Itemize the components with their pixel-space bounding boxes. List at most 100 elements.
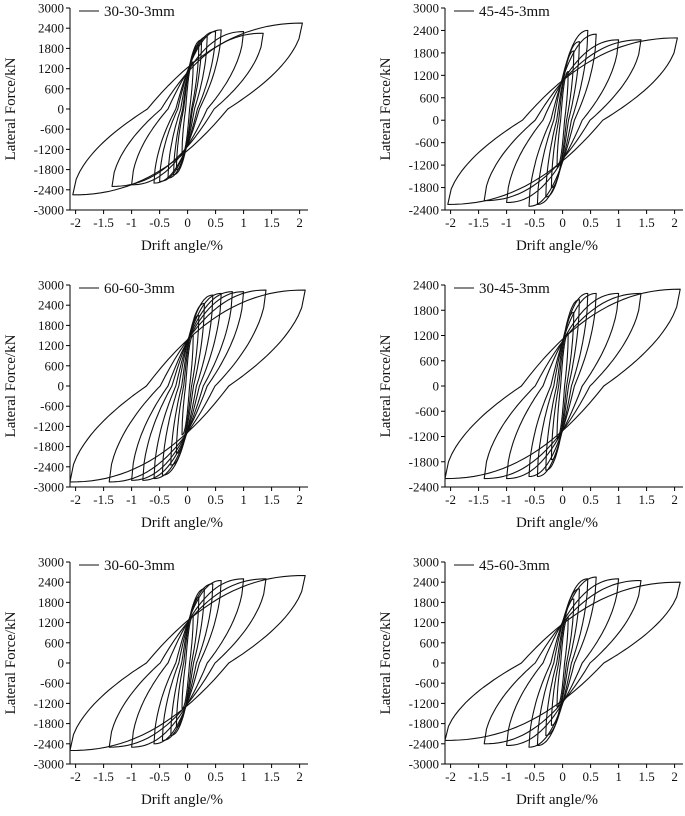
y-tick-label: -1200 — [34, 696, 64, 711]
x-tick-label: -1.5 — [468, 492, 489, 507]
hysteresis-loop — [175, 596, 200, 728]
x-tick-label: 1 — [615, 215, 622, 230]
hysteresis-loop — [72, 22, 303, 196]
hysteresis-loop — [159, 31, 217, 182]
hysteresis-loop — [506, 578, 620, 747]
chart-panel-5: 3000 2400 1800 1200 600 0 -600 -1200 -1800 -2400 -… — [3, 555, 308, 808]
y-tick-label: -3000 — [34, 203, 64, 218]
x-tick-label: -2 — [70, 769, 81, 784]
y-tick-label: 3000 — [413, 555, 439, 570]
y-tick-label: -3000 — [34, 757, 64, 772]
y-tick-label: 0 — [433, 379, 440, 394]
hysteresis-loop — [445, 581, 681, 741]
y-tick-label: -600 — [415, 676, 439, 691]
y-tick-label: -600 — [40, 399, 64, 414]
y-tick-label: 2400 — [413, 23, 439, 38]
x-tick-label: -2 — [70, 492, 81, 507]
hysteresis-series — [70, 289, 306, 483]
y-tick-label: 3000 — [413, 1, 439, 16]
x-tick-label: 2 — [671, 215, 678, 230]
x-axis-title: Drift angle/% — [516, 515, 598, 531]
x-tick-label: 0 — [184, 215, 191, 230]
x-tick-label: -1.5 — [468, 215, 489, 230]
y-axis-title: Lateral Force/kN — [378, 57, 394, 160]
hysteresis-series — [445, 288, 681, 480]
y-tick-label: 600 — [45, 81, 65, 96]
x-tick-label: -2 — [445, 492, 456, 507]
chart-panel-4: 2400 1800 1200 600 0 -600 -1200 -1800 -2400 -2 -1.… — [378, 278, 683, 531]
x-tick-label: 0 — [184, 769, 191, 784]
x-tick-label: -1 — [126, 492, 137, 507]
hysteresis-loop — [528, 292, 597, 478]
hysteresis-loop — [173, 39, 203, 176]
legend-label: 30-45-3mm — [479, 281, 550, 297]
y-tick-label: -2400 — [34, 736, 64, 751]
y-axis-title: Lateral Force/kN — [378, 611, 394, 714]
legend-label: 45-45-3mm — [479, 4, 550, 20]
hysteresis-loop — [161, 583, 214, 741]
x-tick-label: -1.5 — [93, 492, 114, 507]
x-tick-label: -1 — [126, 769, 137, 784]
y-tick-label: 2400 — [38, 575, 64, 590]
y-tick-label: 600 — [45, 358, 65, 373]
hysteresis-loop — [506, 39, 620, 204]
y-tick-label: 1200 — [413, 328, 439, 343]
y-tick-label: -1800 — [34, 716, 64, 731]
y-tick-label: 600 — [45, 635, 65, 650]
hysteresis-series — [72, 22, 303, 196]
y-tick-label: -600 — [40, 676, 64, 691]
x-tick-label: 2 — [671, 769, 678, 784]
x-axis-title: Drift angle/% — [141, 792, 223, 808]
legend-label: 60-60-3mm — [104, 281, 175, 297]
chart-panel-1: 3000 2400 1800 1200 600 0 -600 -1200 -1800 -2400 -… — [3, 1, 308, 254]
x-tick-label: -0.5 — [524, 769, 545, 784]
hysteresis-loop — [536, 29, 589, 205]
hysteresis-loop — [131, 291, 245, 481]
hysteresis-loop — [181, 615, 194, 710]
y-tick-label: 1200 — [38, 338, 64, 353]
x-tick-label: -0.5 — [149, 215, 170, 230]
hysteresis-loop — [545, 299, 580, 471]
hysteresis-series — [447, 29, 678, 207]
x-tick-label: 0.5 — [582, 492, 598, 507]
x-tick-label: -1 — [501, 769, 512, 784]
hysteresis-loop — [161, 294, 214, 476]
hysteresis-series — [445, 576, 681, 748]
y-tick-label: -1200 — [409, 158, 439, 173]
y-axis-title: Lateral Force/kN — [378, 334, 394, 437]
x-tick-label: -1.5 — [93, 769, 114, 784]
y-tick-label: 1200 — [38, 61, 64, 76]
y-tick-label: -600 — [415, 404, 439, 419]
hysteresis-loop — [153, 292, 222, 480]
hysteresis-series — [70, 574, 306, 752]
hysteresis-loop — [70, 289, 306, 483]
hysteresis-loop — [131, 31, 245, 186]
x-tick-label: 1 — [240, 492, 247, 507]
y-tick-label: -2400 — [409, 736, 439, 751]
hysteresis-loop — [536, 292, 589, 478]
y-tick-label: -1200 — [34, 419, 64, 434]
y-tick-label: -2400 — [409, 203, 439, 218]
x-tick-label: 0 — [559, 215, 566, 230]
x-tick-label: 2 — [296, 215, 303, 230]
hysteresis-loop — [483, 292, 642, 480]
y-tick-label: -3000 — [409, 757, 439, 772]
y-tick-label: 600 — [420, 353, 440, 368]
x-tick-label: -2 — [445, 215, 456, 230]
hysteresis-loop — [536, 578, 589, 747]
y-tick-label: 1800 — [38, 318, 64, 333]
hysteresis-loop — [70, 574, 306, 752]
y-tick-label: 0 — [433, 113, 440, 128]
hysteresis-loop — [447, 37, 678, 205]
y-tick-label: 600 — [420, 90, 440, 105]
x-tick-label: 2 — [671, 492, 678, 507]
x-tick-label: 1 — [615, 492, 622, 507]
hysteresis-loop — [170, 588, 205, 736]
y-tick-label: 2400 — [38, 21, 64, 36]
y-tick-label: -1200 — [409, 696, 439, 711]
y-tick-label: 1800 — [413, 303, 439, 318]
x-tick-label: -2 — [70, 215, 81, 230]
x-tick-label: -1.5 — [468, 769, 489, 784]
hysteresis-loop — [108, 289, 267, 483]
x-tick-label: 0 — [559, 769, 566, 784]
